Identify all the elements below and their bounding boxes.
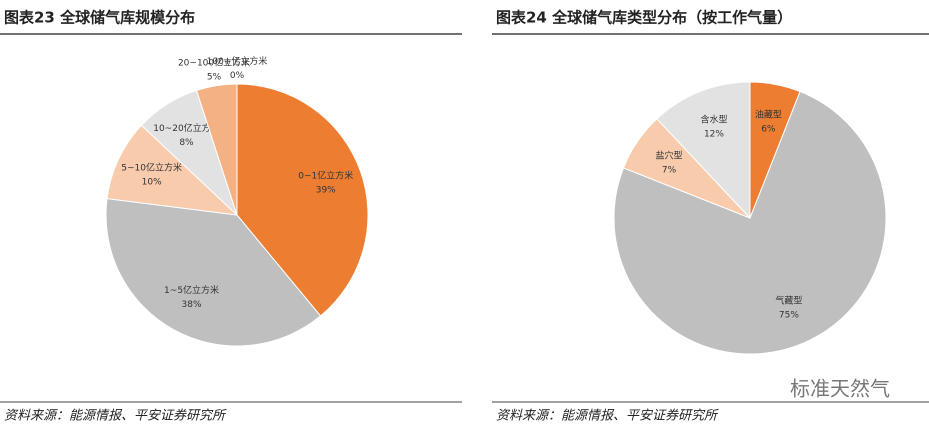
slice-label: 5~10亿立方米 <box>121 161 182 173</box>
slice-label: 0~1亿立方米 <box>298 170 353 182</box>
source: 资料来源：能源情报、平安证券研究所 <box>496 408 719 424</box>
value-label: 12% <box>704 129 724 139</box>
value-label: 0% <box>230 71 245 81</box>
pie-slice <box>106 124 239 216</box>
slice-label: 1~5亿立方米 <box>164 284 219 296</box>
value-label: 38% <box>182 300 202 310</box>
value-label: 5% <box>207 73 222 83</box>
pie-slice <box>613 90 887 355</box>
slice-label: 20~100亿立方米 <box>178 57 250 69</box>
slice-label: 100+亿立方米 <box>207 55 268 67</box>
pie-slice <box>656 81 751 220</box>
chart-title: 图表23 全球储气库规模分布 <box>4 9 195 27</box>
value-label: 10% <box>142 177 162 187</box>
slice-label: 含水型 <box>700 113 727 125</box>
value-label: 7% <box>662 165 677 175</box>
value-label: 6% <box>761 124 776 134</box>
slice-label: 10~20亿立方米 <box>153 122 219 134</box>
source: 资料来源：能源情报、平安证券研究所 <box>4 408 227 424</box>
pie-slice <box>105 198 322 347</box>
slice-label: 盐穴型 <box>656 149 683 161</box>
value-label: 39% <box>316 186 336 196</box>
pie-slice <box>236 83 369 317</box>
value-label: 8% <box>179 138 194 148</box>
brand: 标准天然气 <box>790 377 890 401</box>
value-label: 75% <box>779 310 799 320</box>
slice-label: 气藏型 <box>775 294 802 306</box>
slice-label: 油藏型 <box>755 108 782 120</box>
chart-title: 图表24 全球储气库类型分布（按工作气量） <box>496 9 792 27</box>
